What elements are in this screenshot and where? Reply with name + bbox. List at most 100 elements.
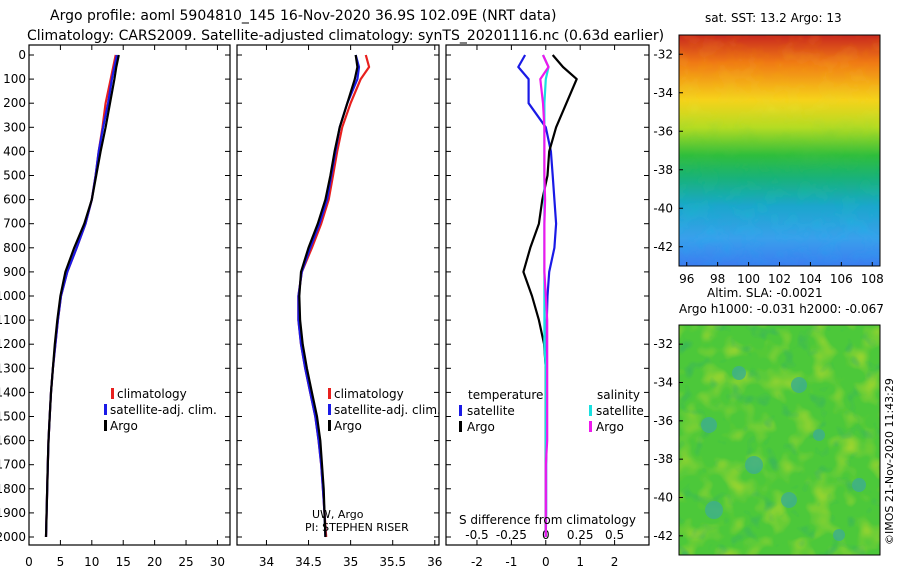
sst-map: sat. SST: 13.2 Argo: 13 [653, 11, 883, 286]
legend-label-satellite: satellite-adj. clim. [110, 403, 217, 417]
sla-title-2: Argo h1000: -0.031 h2000: -0.067 [679, 302, 884, 316]
credit-line-1: UW, Argo [312, 508, 364, 521]
x-tick-label: 20 [147, 555, 162, 569]
depth-tick-label: 2000 [0, 530, 26, 544]
sla-title-1: Altim. SLA: -0.0021 [707, 286, 823, 300]
depth-tick-label: 1100 [0, 313, 26, 327]
legend-label-sal-argo: Argo [596, 420, 624, 434]
x2-tick-label: 0.5 [605, 528, 624, 542]
lat-tick-label: -38 [653, 163, 673, 177]
legend-swatch-climatology-2 [328, 388, 331, 399]
legend-label-argo-2: Argo [334, 419, 362, 433]
sla-eddy [791, 377, 807, 393]
series-line-satellite-adj-clim- [297, 54, 361, 538]
x-tick-label: 34.5 [295, 555, 322, 569]
title-line-1: Argo profile: aoml 5904810_145 16-Nov-20… [50, 8, 556, 24]
depth-tick-label: 1000 [0, 289, 26, 303]
x-tick-label: 35 [343, 555, 358, 569]
x2-tick-label: 0.25 [567, 528, 594, 542]
x-tick-label: 10 [84, 555, 99, 569]
sla-eddy [701, 417, 717, 433]
credit-line-2: PI: STEPHEN RISER [305, 521, 409, 534]
salinity-legend: climatology satellite-adj. clim. Argo [328, 387, 441, 433]
depth-tick-label: 600 [3, 193, 26, 207]
series-line-temperature-satellite [517, 54, 558, 538]
title-line-2: Climatology: CARS2009. Satellite-adjuste… [27, 28, 664, 44]
depth-tick-label: 200 [3, 96, 26, 110]
x-tick-label: 34 [259, 555, 274, 569]
temperature-legend: climatology satellite-adj. clim. Argo [104, 387, 217, 433]
temperature-panel-frame [28, 44, 231, 546]
lon-tick-label: 106 [830, 272, 853, 286]
depth-tick-label: 500 [3, 169, 26, 183]
series-line-argo [298, 54, 359, 538]
depth-tick-label: 1500 [0, 410, 26, 424]
lon-tick-label: 96 [679, 272, 694, 286]
series-line-salinity-argo [539, 54, 550, 537]
legend-swatch-satellite [104, 404, 107, 415]
sla-eddy [852, 478, 866, 492]
lon-tick-label: 104 [799, 272, 822, 286]
lat-tick-label: -42 [653, 240, 673, 254]
salinity-panel-frame [236, 44, 440, 546]
x-tick-label: -1 [505, 555, 517, 569]
legend-swatch-climatology [111, 388, 114, 399]
sla-eddy [745, 456, 763, 474]
sla-eddy [781, 492, 797, 508]
legend-swatch-temp-argo [459, 421, 462, 432]
depth-tick-label: 400 [3, 144, 26, 158]
x-tick-label: 25 [178, 555, 193, 569]
legend-swatch-argo-2 [328, 420, 331, 431]
difference-panel: -2 -1 0 1 2-0.5 -0.25 0 0.25 0.5 temperature sal… [445, 44, 650, 569]
lat-tick-label: -32 [653, 47, 673, 61]
sla-eddies [701, 366, 866, 541]
temperature-panel: 0100200300400500600700800900100011001200… [0, 44, 231, 569]
imos-stamp: ©IMOS 21-Nov-2020 11:43:29 [883, 378, 896, 545]
x2-tick-label: -0.25 [496, 528, 527, 542]
lat-tick-label: -36 [653, 124, 673, 138]
sst-map-title: sat. SST: 13.2 Argo: 13 [705, 11, 842, 25]
sla-texture-low [679, 325, 880, 555]
legend-label-temp-argo: Argo [467, 420, 495, 434]
difference-panel-frame [445, 44, 650, 546]
legend-swatch-temp-satellite [459, 405, 462, 416]
sla-eddy [833, 529, 845, 541]
lat-tick-label: -40 [653, 491, 673, 505]
lat-tick-label: -40 [653, 201, 673, 215]
legend-label-argo: Argo [110, 419, 138, 433]
lon-tick-label: 108 [861, 272, 884, 286]
series-line-climatology [297, 54, 371, 538]
legend-header-salinity: salinity [597, 388, 640, 402]
sst-heatmap [679, 35, 880, 266]
x-tick-label: 15 [116, 555, 131, 569]
lat-tick-label: -32 [653, 337, 673, 351]
x2-tick-label: -0.5 [465, 528, 488, 542]
lat-tick-label: -38 [653, 452, 673, 466]
series-line-temperature-argo [522, 54, 578, 537]
legend-swatch-argo [104, 420, 107, 431]
sla-eddy [705, 501, 723, 519]
sst-texture [679, 35, 880, 266]
depth-tick-label: 1200 [0, 337, 26, 351]
sla-map-frame [678, 324, 881, 556]
depth-tick-label: 1600 [0, 434, 26, 448]
lon-tick-label: 100 [737, 272, 760, 286]
depth-tick-label: 700 [3, 217, 26, 231]
depth-tick-label: 300 [3, 120, 26, 134]
depth-tick-label: 100 [3, 72, 26, 86]
sla-eddy [813, 429, 825, 441]
depth-tick-label: 0 [18, 48, 26, 62]
lat-tick-label: -36 [653, 414, 673, 428]
sla-eddy [732, 366, 746, 380]
legend-swatch-satellite-2 [328, 404, 331, 415]
salinity-panel: 34 34.5 35 35.5 36 climatology satellite-adj… [236, 44, 442, 569]
x-tick-label: 0 [542, 555, 550, 569]
sla-map: Altim. SLA: -0.0021 Argo h1000: -0.031 h… [653, 286, 884, 556]
depth-tick-label: 1800 [0, 482, 26, 496]
x-tick-label: 5 [57, 555, 65, 569]
depth-tick-label: 900 [3, 265, 26, 279]
legend-label-climatology-2: climatology [334, 387, 404, 401]
difference-axis-label: S difference from climatology [459, 513, 636, 527]
lon-tick-label: 102 [768, 272, 791, 286]
